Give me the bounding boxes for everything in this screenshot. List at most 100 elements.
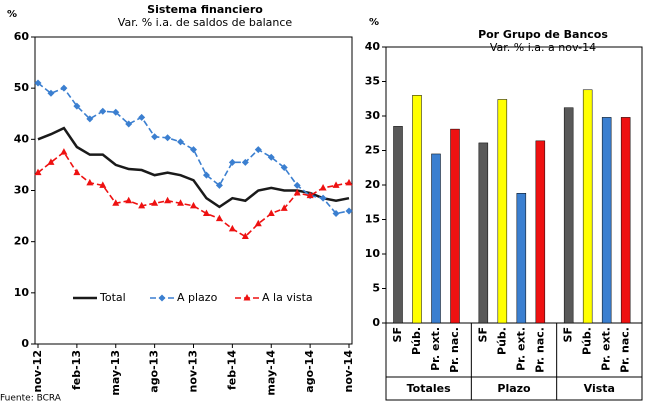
marker <box>151 199 159 206</box>
marker <box>267 209 275 217</box>
marker <box>99 107 107 115</box>
marker <box>112 108 120 116</box>
category-label: Pr. nac. <box>619 327 632 373</box>
y-tick-label: 30 <box>365 109 381 122</box>
category-label: SF <box>562 327 575 342</box>
category-label: Púb. <box>495 327 508 355</box>
marker <box>34 79 42 87</box>
bar <box>601 117 612 324</box>
marker <box>73 102 81 110</box>
bar <box>620 117 631 324</box>
marker <box>228 158 236 166</box>
marker <box>293 181 301 189</box>
marker <box>138 113 146 121</box>
marker <box>319 183 327 191</box>
category-label: Pr. nac. <box>448 327 461 373</box>
y-tick-label: 10 <box>365 247 381 260</box>
x-tick-label: nov-13 <box>187 350 200 392</box>
marker <box>47 158 55 165</box>
y-tick-label: 35 <box>365 75 380 88</box>
marker <box>280 204 288 211</box>
group-label: Totales <box>407 382 452 395</box>
bar <box>393 126 403 324</box>
y-tick-label: 40 <box>14 132 30 145</box>
category-label: Pr. ext. <box>514 327 527 371</box>
y-tick-label: 20 <box>365 178 381 191</box>
legend-label: Total <box>99 291 126 304</box>
y-tick-label: 5 <box>372 282 380 295</box>
marker <box>215 181 223 189</box>
y-tick-label: 20 <box>14 235 30 248</box>
marker <box>138 201 146 209</box>
marker <box>125 196 133 204</box>
bar <box>582 89 593 324</box>
marker <box>86 115 94 123</box>
marker <box>280 163 288 171</box>
y-tick-label: 15 <box>365 213 380 226</box>
bar <box>497 99 508 324</box>
marker <box>202 209 210 217</box>
y-tick-label: 60 <box>14 30 30 43</box>
marker <box>164 196 172 204</box>
category-label: SF <box>391 327 404 342</box>
marker <box>86 178 94 186</box>
x-tick-label: may-13 <box>109 350 122 396</box>
marker <box>112 199 120 206</box>
chart-title: Por Grupo de Bancos <box>478 28 608 41</box>
marker <box>60 148 68 155</box>
y-tick-label: 30 <box>14 184 30 197</box>
x-tick-label: feb-14 <box>225 350 238 390</box>
x-tick-label: ago-14 <box>303 350 316 393</box>
marker <box>254 146 262 154</box>
marker <box>267 153 275 161</box>
marker <box>215 214 223 222</box>
bar <box>535 140 546 324</box>
marker <box>345 178 353 186</box>
marker <box>306 191 314 199</box>
bar <box>516 193 527 324</box>
bar <box>412 95 422 324</box>
marker <box>190 146 197 154</box>
x-tick-label: nov-12 <box>31 350 44 392</box>
y-tick-label: 0 <box>21 337 29 350</box>
chart-subtitle: Var. % i.a. a nov-14 <box>490 41 596 54</box>
category-label: Pr. ext. <box>429 327 442 371</box>
y-axis-label: % <box>7 9 17 20</box>
bar <box>450 128 460 324</box>
group-label: Vista <box>584 382 615 395</box>
bar <box>563 107 574 324</box>
marker <box>47 89 55 97</box>
x-tick-label: nov-14 <box>342 350 355 393</box>
category-label: Púb. <box>410 327 423 355</box>
marker <box>254 219 262 227</box>
y-tick-label: 10 <box>14 286 30 299</box>
series-line <box>37 126 350 209</box>
marker <box>190 201 197 209</box>
marker <box>73 168 81 176</box>
marker <box>293 189 301 196</box>
y-tick-label: 25 <box>365 144 380 157</box>
y-axis-label: % <box>369 17 379 28</box>
source-note: Fuente: BCRA <box>0 394 62 403</box>
y-tick-label: 40 <box>365 40 381 53</box>
group-label: Plazo <box>497 382 531 395</box>
y-tick-label: 50 <box>14 81 30 94</box>
marker <box>241 232 249 240</box>
legend-marker <box>158 294 166 302</box>
chart-subtitle: Var. % i.a. de saldos de balance <box>118 16 293 29</box>
marker <box>60 84 68 92</box>
bar <box>431 153 441 324</box>
marker <box>125 120 133 128</box>
marker <box>332 181 340 188</box>
x-tick-label: feb-13 <box>70 350 83 390</box>
marker <box>99 181 107 188</box>
legend-label: A plazo <box>177 291 218 304</box>
chart-title: Sistema financiero <box>147 3 263 16</box>
marker <box>228 224 236 232</box>
marker <box>332 210 340 218</box>
y-tick-label: 0 <box>372 316 380 329</box>
marker <box>151 133 159 141</box>
x-tick-label: may-14 <box>264 350 277 396</box>
marker <box>177 138 185 146</box>
